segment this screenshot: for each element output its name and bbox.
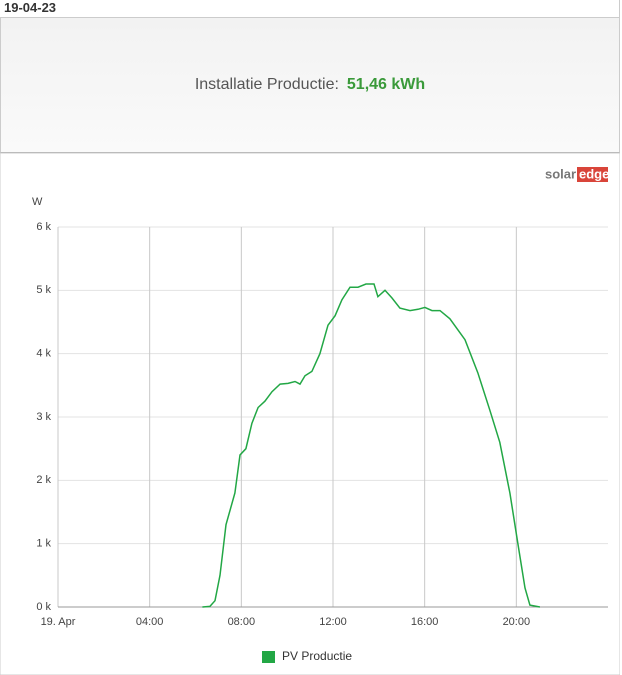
logo-box bbox=[577, 167, 608, 182]
production-panel: Installatie Productie: 51,46 kWh bbox=[0, 17, 620, 153]
y-tick-label: 2 k bbox=[36, 474, 51, 486]
x-tick-label: 16:00 bbox=[411, 616, 439, 628]
production-value: 51,46 kWh bbox=[346, 76, 426, 93]
y-axis-label: W bbox=[32, 196, 43, 208]
chart: solar edge W 0 k 1 k 2 k 3 k 4 k 5 k 6 k 19. Ap… bbox=[0, 153, 620, 675]
x-tick-label: 20:00 bbox=[503, 616, 531, 628]
x-tick-label: 12:00 bbox=[319, 616, 347, 628]
y-tick-label: 1 k bbox=[36, 538, 51, 550]
y-tick-label: 6 k bbox=[36, 221, 51, 233]
legend-swatch bbox=[262, 651, 275, 663]
production-label: Installatie Productie: bbox=[194, 76, 339, 93]
logo-edge: edge bbox=[579, 166, 609, 181]
date-bar: 19-04-23 bbox=[0, 0, 620, 17]
legend-label: PV Productie bbox=[282, 649, 352, 663]
y-tick-label: 5 k bbox=[36, 284, 51, 296]
x-tick-label: 19. Apr bbox=[41, 616, 76, 628]
x-tick-label: 08:00 bbox=[228, 616, 256, 628]
x-tick-label: 04:00 bbox=[136, 616, 164, 628]
logo-solar: solar bbox=[545, 166, 576, 181]
y-tick-label: 3 k bbox=[36, 411, 51, 423]
y-tick-label: 4 k bbox=[36, 348, 51, 360]
y-tick-label: 0 k bbox=[36, 601, 51, 613]
data-line bbox=[202, 283, 541, 608]
